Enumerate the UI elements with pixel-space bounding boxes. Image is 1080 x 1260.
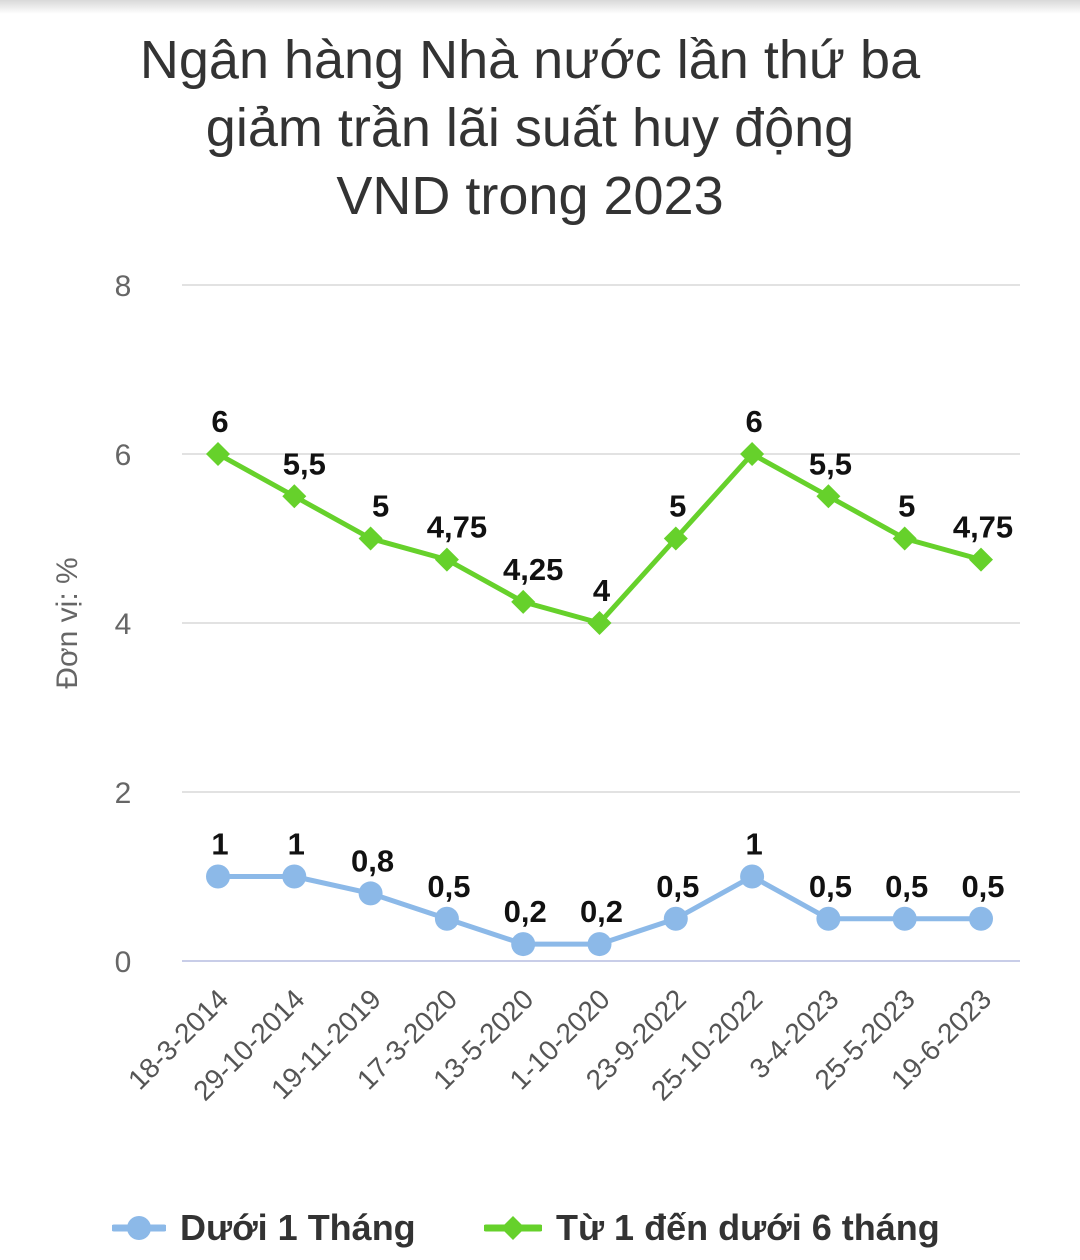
y-tick-label-4: 4 [115,608,132,641]
data-point-s1-2 [358,526,383,551]
y-axis-title: Đơn vị: % [51,557,84,688]
diamond-marker-icon [484,1216,542,1240]
data-label-s1-1: 5,5 [283,446,326,481]
data-point-s1-5 [587,611,612,635]
data-label-s0-4: 0,2 [504,894,547,929]
data-label-s1-6: 5 [669,489,686,524]
data-label-s0-2: 0,8 [351,843,394,878]
title-line-1: Ngân hàng Nhà nước lần thứ ba [139,30,921,90]
data-point-s0-2 [358,881,383,906]
y-tick-label-6: 6 [115,439,132,472]
data-label-s1-9: 5 [898,489,915,524]
legend-item-duoi-1-thang[interactable]: Dưới 1 Tháng [112,1200,416,1256]
y-tick-label-8: 8 [115,270,132,303]
data-point-s0-5 [587,932,612,957]
data-point-s1-0 [206,442,230,466]
data-point-s0-0 [206,864,230,889]
legend-label: Dưới 1 Tháng [180,1207,416,1248]
data-point-s1-8 [816,484,841,509]
data-point-s0-6 [663,906,688,931]
legend-item-tu-1-den-duoi-6-thang[interactable]: Từ 1 đến dưới 6 tháng [484,1200,940,1256]
data-point-s0-3 [434,906,459,931]
circle-marker-icon [112,1216,166,1240]
data-label-s0-1: 1 [288,827,305,862]
data-label-s1-2: 5 [372,489,389,524]
data-point-s1-7 [740,442,765,466]
data-label-s1-8: 5,5 [809,446,852,481]
data-label-s0-0: 1 [211,827,228,862]
top-shadow [0,0,1080,14]
data-label-s1-0: 6 [211,404,228,439]
data-label-s1-5: 4 [593,573,611,608]
data-label-s0-7: 1 [745,827,762,862]
chart-title: Ngân hàng Nhà nước lần thứ ba giảm trần … [0,26,1060,230]
data-point-s0-8 [816,906,841,931]
data-label-s1-3: 4,75 [427,510,487,545]
legend: Dưới 1 Tháng Từ 1 đến dưới 6 tháng [0,1200,1080,1256]
data-label-s0-3: 0,5 [427,869,470,904]
data-point-s0-7 [740,864,765,889]
title-line-2: giảm trần lãi suất huy động [205,98,855,158]
data-label-s0-8: 0,5 [809,869,852,904]
data-point-s0-9 [892,906,917,931]
data-point-s0-4 [511,932,536,957]
data-label-s0-6: 0,5 [656,869,699,904]
data-label-s1-10: 4,75 [953,510,1013,545]
title-line-3: VND trong 2023 [336,166,724,226]
data-point-s1-9 [892,526,917,551]
data-point-s1-3 [434,547,459,572]
data-point-s1-10 [969,547,993,572]
y-tick-label-2: 2 [115,777,132,810]
data-label-s0-9: 0,5 [885,869,928,904]
data-point-s0-10 [969,906,993,931]
data-label-s0-10: 0,5 [961,869,1004,904]
legend-label: Từ 1 đến dưới 6 tháng [556,1207,940,1248]
data-label-s1-4: 4,25 [503,552,563,587]
data-point-s1-4 [511,589,536,614]
data-point-s0-1 [282,864,307,889]
data-point-s1-6 [663,526,688,551]
data-label-s0-5: 0,2 [580,894,623,929]
data-point-s1-1 [282,484,307,509]
data-label-s1-7: 6 [745,404,762,439]
y-tick-label-0: 0 [115,946,132,979]
